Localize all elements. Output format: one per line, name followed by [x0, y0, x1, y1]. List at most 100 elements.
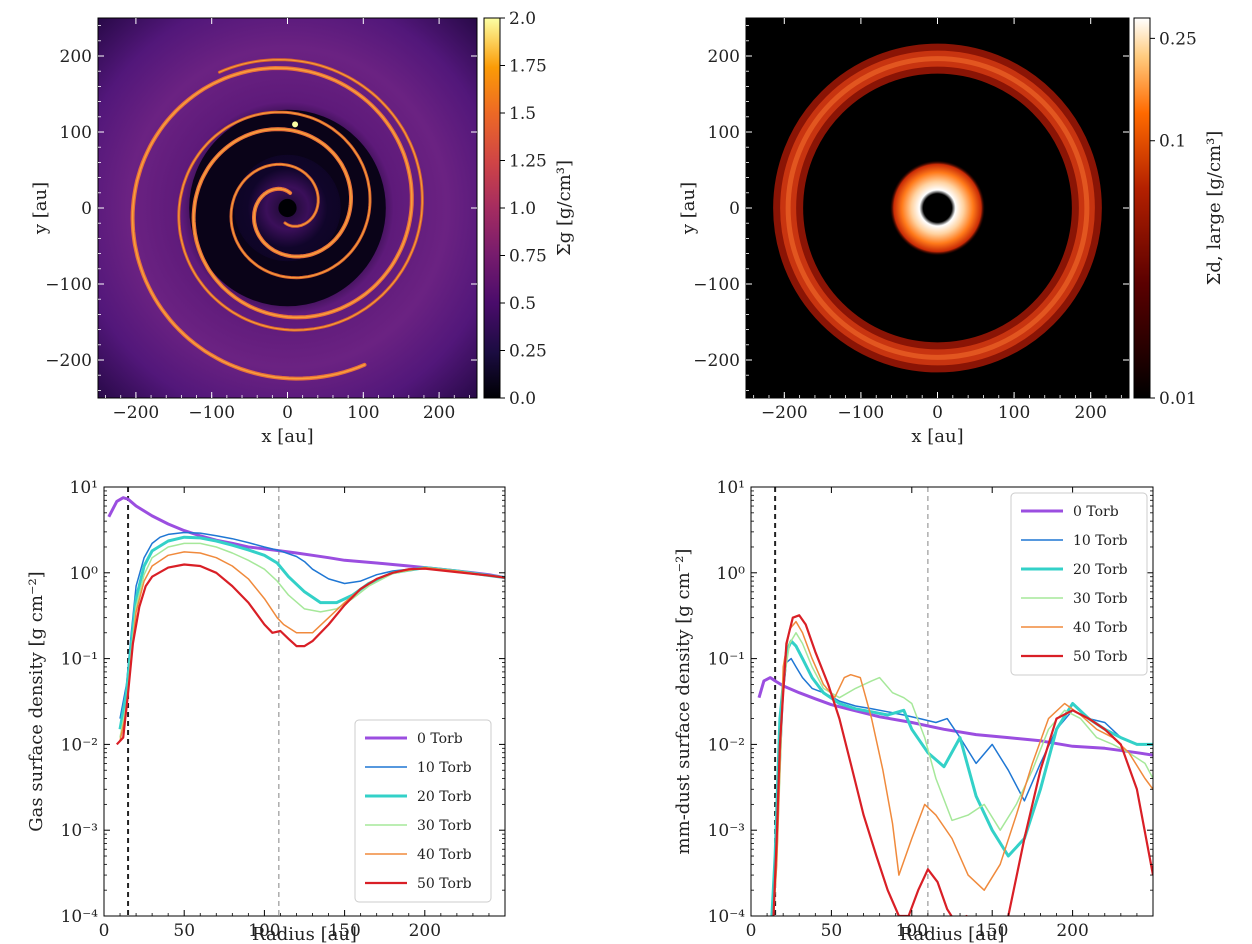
colorbar-tick-label: 1.5: [509, 104, 536, 124]
gas-surface-density-map: −200 −100 0 100 200 200 100 0 −100 −200 x [au] y [a…: [30, 9, 575, 447]
y-tick-label: 10⁻³: [708, 821, 745, 841]
x-tick-label: 50: [173, 921, 195, 941]
colorbar-label: Σg [g/cm³]: [554, 160, 575, 256]
y-tick-label: 10⁻¹: [61, 650, 98, 670]
legend-label: 50 Torb: [1073, 649, 1128, 665]
dust-surface-density-map: −200 −100 0 100 200 200 100 0 −100 −200 x [au] y [a…: [678, 17, 1225, 447]
colorbar-tick-label: 1.25: [509, 152, 547, 172]
gas-surface-density-profile: 0 50 100 150 200 10¹ 10⁰ 10⁻¹ 10⁻² 10⁻³ 10⁻⁴ Radius…: [26, 478, 506, 944]
x-tick-label: 150: [976, 921, 1008, 941]
y-tick-label: 0: [81, 199, 92, 219]
x-tick-label: 0: [746, 921, 757, 941]
colorbar: [1133, 17, 1151, 399]
x-tick-label: −100: [188, 403, 235, 423]
y-tick-label: −100: [45, 275, 92, 295]
spiral-arm-inner-core: [178, 59, 423, 331]
y-tick-label: 10¹: [70, 478, 98, 498]
x-tick-label: 100: [998, 403, 1030, 423]
y-tick-label: 10⁻⁴: [708, 907, 746, 927]
legend-label: 40 Torb: [1073, 620, 1128, 636]
legend-label: 30 Torb: [417, 818, 472, 834]
y-tick-label: 10⁻⁴: [61, 907, 99, 927]
central-cavity: [278, 198, 297, 218]
x-tick-label: 50: [821, 921, 843, 941]
legend-box: [354, 719, 492, 903]
colorbar-tick-label: 0.25: [1159, 29, 1197, 49]
y-tick-label: −200: [693, 351, 740, 371]
x-axis-label: Radius [au]: [252, 924, 357, 944]
y-tick-label: 0: [729, 199, 740, 219]
legend: 0 Torb 10 Torb 20 Torb 30 Torb 40 Torb 50 Tor…: [1010, 492, 1148, 676]
y-axis-label: y [au]: [678, 182, 699, 235]
colorbar-tick-label: 0.0: [509, 389, 536, 409]
legend-label: 30 Torb: [1073, 591, 1128, 607]
legend-label: 0 Torb: [1073, 504, 1119, 520]
central-cavity: [928, 198, 947, 218]
colorbar: [483, 17, 501, 399]
legend-label: 50 Torb: [417, 876, 472, 892]
y-axis-label: Gas surface density [g cm⁻²]: [26, 571, 47, 831]
colorbar-tick-label: 0.75: [509, 247, 547, 267]
series-line-50-torb: [115, 563, 505, 746]
y-axis-label: mm-dust surface density [g cm⁻²]: [673, 549, 694, 855]
x-tick-label: 150: [328, 921, 360, 941]
y-tick-label: 10⁰: [70, 564, 99, 584]
plot-frame: [750, 486, 1154, 917]
y-tick-label: 100: [708, 123, 740, 143]
x-tick-label: 0: [282, 403, 293, 423]
x-axis-label: x [au]: [261, 426, 313, 447]
y-tick-label: 10⁻³: [61, 821, 98, 841]
series-line-0-torb: [757, 676, 1153, 757]
image-area: [746, 18, 1129, 398]
y-axis-label: y [au]: [30, 182, 51, 235]
y-tick-label: −200: [45, 351, 92, 371]
y-tick-label: 10⁰: [717, 564, 746, 584]
legend: 0 Torb 10 Torb 20 Torb 30 Torb 40 Torb 50 Tor…: [354, 719, 492, 903]
gap-ring: [189, 109, 386, 307]
legend-label: 10 Torb: [1073, 533, 1128, 549]
x-tick-label: −200: [113, 403, 160, 423]
y-tick-label: 200: [60, 47, 92, 67]
y-tick-label: 10⁻²: [61, 735, 98, 755]
y-tick-label: −100: [693, 275, 740, 295]
y-tick-label: 10⁻¹: [708, 650, 745, 670]
colorbar-tick-label: 0.01: [1159, 389, 1197, 409]
colorbar-tick-label: 2.0: [509, 9, 536, 29]
x-tick-label: 0: [932, 403, 943, 423]
x-tick-label: 0: [99, 921, 110, 941]
x-tick-label: 100: [248, 921, 280, 941]
x-axis-label: Radius [au]: [900, 924, 1005, 944]
colorbar-tick-label: 0.25: [509, 342, 547, 362]
legend-label: 20 Torb: [417, 789, 472, 805]
legend-label: 10 Torb: [417, 760, 472, 776]
legend-label: 40 Torb: [417, 847, 472, 863]
colorbar-tick-label: 1.0: [509, 199, 536, 219]
legend-label: 0 Torb: [417, 731, 463, 747]
plot-frame: [103, 486, 506, 917]
x-tick-label: 200: [409, 921, 441, 941]
x-tick-label: 200: [423, 403, 455, 423]
y-tick-label: 10⁻²: [708, 735, 745, 755]
legend-box: [1010, 492, 1148, 676]
plot-area: [757, 487, 1153, 916]
series-line-50-torb: [772, 614, 1153, 916]
planet-marker: [292, 121, 299, 128]
y-tick-label: 200: [708, 47, 740, 67]
colorbar-label: Σd, large [g/cm³]: [1204, 131, 1225, 286]
mm-dust-surface-density-profile: 0 50 100 150 200 10¹ 10⁰ 10⁻¹ 10⁻² 10⁻³ 10⁻⁴ Radius…: [673, 478, 1154, 944]
y-tick-label: 100: [60, 123, 92, 143]
legend-label: 20 Torb: [1073, 562, 1128, 578]
x-tick-label: 200: [1074, 403, 1106, 423]
x-tick-label: −200: [761, 403, 808, 423]
series-line-20-torb: [770, 639, 1153, 916]
x-tick-label: 200: [1056, 921, 1088, 941]
colorbar-tick-label: 1.75: [509, 57, 547, 77]
x-tick-label: 100: [896, 921, 928, 941]
series-line-30-torb: [772, 632, 1153, 916]
x-tick-label: −100: [838, 403, 885, 423]
y-tick-label: 10¹: [717, 478, 745, 498]
colorbar-tick-label: 0.5: [509, 294, 536, 314]
spiral-arm-outer-core: [131, 67, 413, 380]
image-area: [98, 18, 477, 398]
